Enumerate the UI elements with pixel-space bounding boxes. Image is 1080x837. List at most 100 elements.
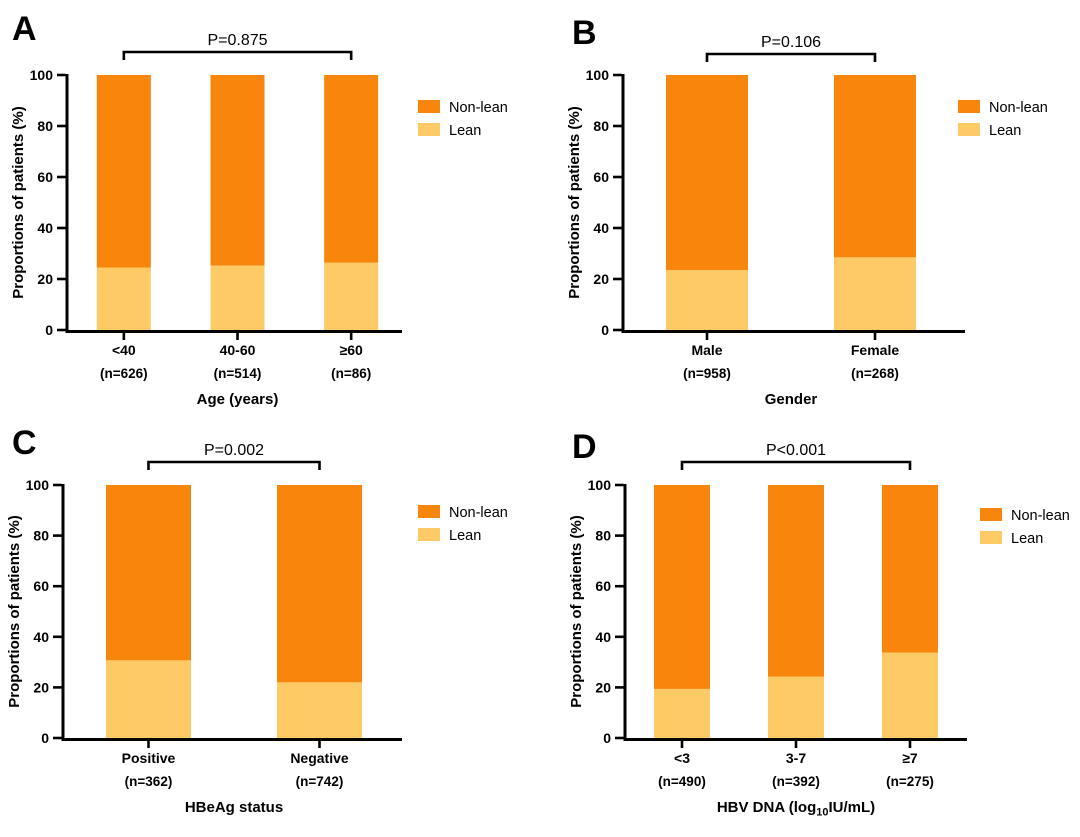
x-count-label: (n=742) (296, 774, 344, 789)
bar-segment-lean-1 (96, 267, 151, 330)
bar-segment-lean-2 (210, 265, 265, 330)
y-tick-label: 80 (33, 528, 49, 544)
y-axis-title: Proportions of patients (%) (568, 515, 585, 708)
legend-label-lean: Lean (449, 123, 481, 139)
legend-label-lean: Lean (449, 528, 481, 544)
y-tick-label: 100 (30, 67, 54, 83)
legend-swatch-non-lean (958, 100, 980, 113)
y-tick-label: 60 (593, 169, 609, 185)
legend-label-non-lean: Non-lean (449, 505, 508, 521)
bar-segment-lean-3 (882, 652, 938, 738)
y-tick-label: 80 (595, 528, 611, 544)
y-tick-label: 60 (37, 169, 53, 185)
panel-a: A P=0.875 0 20 40 60 80 100 Proportions of patie… (10, 10, 508, 408)
x-axis-title: HBeAg status (185, 799, 283, 816)
bar-segment-non-lean-2 (768, 485, 824, 677)
x-axis-title: Gender (765, 391, 818, 408)
x-category-label: <3 (674, 750, 690, 766)
y-tick-label: 100 (26, 477, 50, 493)
y-axis-title: Proportions of patients (%) (10, 106, 27, 299)
panel-letter-c: C (12, 424, 37, 462)
x-count-label: (n=392) (772, 774, 820, 789)
y-tick-label: 0 (45, 322, 53, 338)
x-count-label: (n=268) (851, 366, 899, 381)
axes-lines (623, 484, 967, 741)
legend-swatch-lean (418, 528, 440, 541)
y-tick-label: 100 (586, 67, 610, 83)
panel-letter-d: D (572, 428, 597, 466)
significance-bracket (705, 52, 877, 62)
x-axis-title: HBV DNA (log10IU/mL) (717, 799, 875, 819)
x-count-label: (n=490) (658, 774, 706, 789)
y-tick-label: 0 (603, 730, 611, 746)
legend-label-non-lean: Non-lean (449, 100, 508, 116)
panel-b: B P=0.106 0 20 40 60 80 100 Proportions of patie… (566, 14, 1048, 408)
y-tick-label: 80 (593, 118, 609, 134)
legend-swatch-non-lean (980, 508, 1002, 521)
y-tick-label: 80 (37, 118, 53, 134)
x-category-label: ≥60 (340, 342, 363, 358)
x-axis-title: Age (years) (197, 391, 279, 408)
x-count-label: (n=275) (886, 774, 934, 789)
bar-segment-lean-1 (654, 688, 710, 738)
bar-segment-non-lean-2 (210, 75, 265, 266)
y-tick-label: 0 (601, 322, 609, 338)
bar-segment-non-lean-1 (106, 485, 191, 661)
y-tick-label: 40 (593, 220, 609, 236)
bar-segment-non-lean-2 (277, 485, 362, 683)
bar-segment-lean-2 (768, 676, 824, 738)
p-value-label: P<0.001 (766, 442, 826, 459)
legend-swatch-lean (958, 123, 980, 136)
panel-d: D P<0.001 0 20 40 60 80 100 Proportions of patie… (568, 428, 1070, 819)
bar-segment-lean-1 (666, 270, 748, 330)
panel-letter-b: B (572, 14, 597, 52)
y-tick-label: 60 (595, 578, 611, 594)
legend-swatch-lean (418, 123, 440, 136)
y-tick-label: 20 (37, 271, 53, 287)
y-tick-label: 20 (593, 271, 609, 287)
bar-segment-lean-3 (324, 262, 379, 330)
panel-letter-a: A (12, 10, 37, 48)
x-category-label: ≥7 (902, 750, 918, 766)
p-value-label: P=0.106 (761, 34, 821, 51)
y-tick-label: 0 (41, 730, 49, 746)
x-count-label: (n=958) (683, 366, 731, 381)
x-category-label: Positive (122, 750, 176, 766)
p-value-label: P=0.002 (204, 442, 264, 459)
axes-lines (61, 484, 402, 741)
bar-segment-non-lean-1 (654, 485, 710, 689)
bar-segment-non-lean-3 (882, 485, 938, 653)
y-tick-label: 40 (37, 220, 53, 236)
p-value-label: P=0.875 (207, 32, 267, 49)
bar-segment-lean-1 (106, 660, 191, 738)
bar-segment-non-lean-1 (96, 75, 151, 268)
bar-segment-non-lean-3 (324, 75, 379, 263)
bar-segment-non-lean-2 (834, 75, 916, 258)
axes-lines (621, 74, 965, 333)
y-tick-label: 40 (33, 629, 49, 645)
significance-bracket (680, 460, 912, 470)
y-tick-label: 60 (33, 578, 49, 594)
x-category-label: 40-60 (220, 342, 256, 358)
y-tick-label: 40 (595, 629, 611, 645)
significance-bracket (122, 50, 353, 60)
legend-label-lean: Lean (989, 123, 1021, 139)
axes-lines (65, 74, 402, 333)
x-category-label: 3-7 (786, 750, 806, 766)
legend-label-non-lean: Non-lean (1011, 508, 1070, 524)
bar-segment-lean-2 (277, 682, 362, 738)
y-axis-title: Proportions of patients (%) (6, 515, 23, 708)
x-category-label: Female (851, 342, 899, 358)
legend-swatch-non-lean (418, 505, 440, 518)
x-count-label: (n=362) (125, 774, 173, 789)
y-tick-label: 100 (588, 477, 612, 493)
legend-label-non-lean: Non-lean (989, 100, 1048, 116)
x-category-label: <40 (112, 342, 136, 358)
y-axis-title: Proportions of patients (%) (566, 106, 583, 299)
x-count-label: (n=626) (100, 366, 148, 381)
x-category-label: Negative (290, 750, 349, 766)
panel-c: C P=0.002 0 20 40 60 80 100 Proportions of patie… (6, 424, 508, 816)
bar-segment-non-lean-1 (666, 75, 748, 271)
